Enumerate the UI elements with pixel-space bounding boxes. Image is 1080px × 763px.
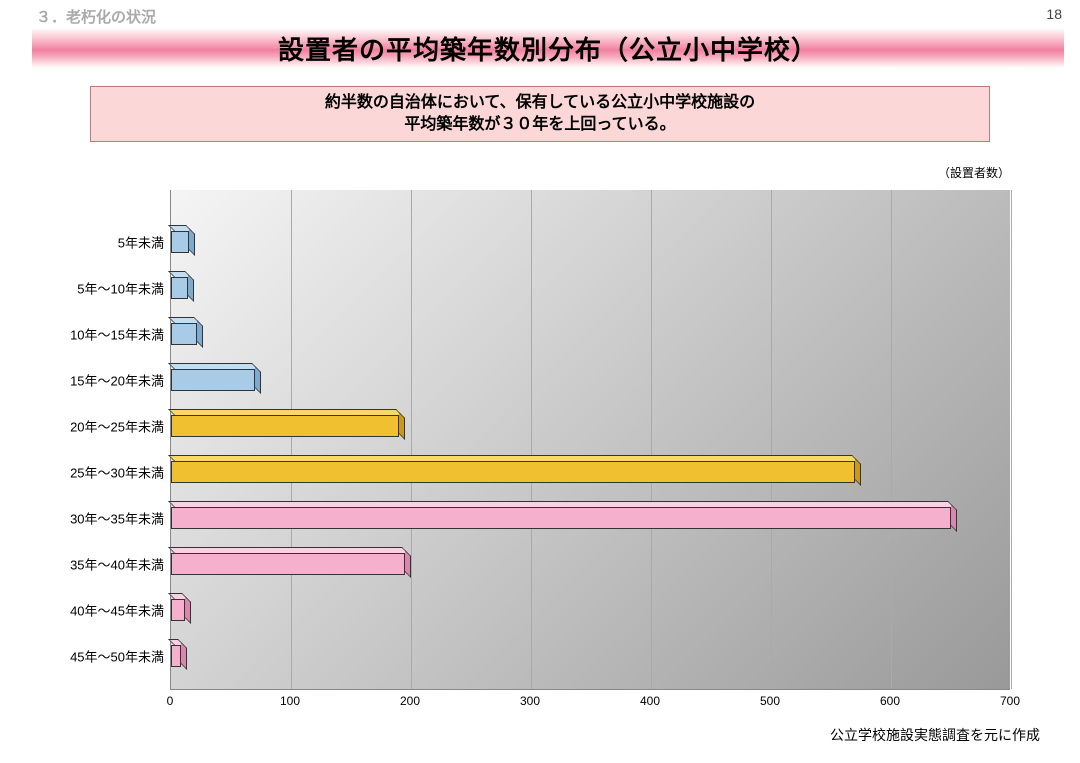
x-tick-label: 0 (167, 694, 174, 708)
bar-side (197, 320, 203, 348)
bar-side (185, 596, 191, 624)
x-tick-label: 500 (760, 694, 780, 708)
bar-front (171, 231, 189, 253)
category-label: 10年～15年未満 (70, 325, 164, 344)
bar-top (168, 363, 258, 369)
page-number: 18 (1046, 6, 1062, 22)
gridline (411, 190, 412, 689)
bar-top (168, 547, 408, 553)
gridline (891, 190, 892, 689)
bar-front (171, 553, 405, 575)
x-tick-label: 200 (400, 694, 420, 708)
bar-top (168, 317, 200, 323)
y-axis-unit-label: （設置者数） (938, 164, 1010, 181)
bar-front (171, 645, 181, 667)
x-tick-label: 100 (280, 694, 300, 708)
bar-front (171, 277, 188, 299)
bar-side (188, 274, 194, 302)
bar-side (855, 458, 861, 486)
bar-top (168, 409, 402, 415)
section-header: ３．老朽化の状況 (36, 6, 156, 27)
page-title: 設置者の平均築年数別分布（公立小中学校） (278, 30, 818, 67)
gridline (531, 190, 532, 689)
bar-top (168, 455, 858, 461)
bar-side (951, 504, 957, 532)
chart: 01002003004005006007005年未満5年～10年未満10年～15… (50, 190, 1040, 690)
bar-side (405, 550, 411, 578)
bar-front (171, 599, 185, 621)
gridline (291, 190, 292, 689)
category-label: 40年～45年未満 (70, 601, 164, 620)
gridline (1011, 190, 1012, 689)
bar-side (181, 642, 187, 670)
bar-side (399, 412, 405, 440)
category-label: 45年～50年未満 (70, 647, 164, 666)
bar-front (171, 369, 255, 391)
bar-front (171, 507, 951, 529)
bar-front (171, 415, 399, 437)
gridline (771, 190, 772, 689)
x-tick-label: 300 (520, 694, 540, 708)
bar-top (168, 501, 954, 507)
x-tick-label: 700 (1000, 694, 1020, 708)
bar-front (171, 323, 197, 345)
category-label: 35年～40年未満 (70, 555, 164, 574)
bar-side (255, 366, 261, 394)
subtitle-box: 約半数の自治体において、保有している公立小中学校施設の 平均築年数が３０年を上回… (90, 86, 990, 142)
title-band: 設置者の平均築年数別分布（公立小中学校） (32, 28, 1064, 68)
bar-front (171, 461, 855, 483)
category-label: 5年未満 (118, 233, 164, 252)
subtitle-line1: 約半数の自治体において、保有している公立小中学校施設の (325, 92, 755, 114)
category-label: 20年～25年未満 (70, 417, 164, 436)
bar-side (189, 228, 195, 256)
category-label: 30年～35年未満 (70, 509, 164, 528)
category-label: 15年～20年未満 (70, 371, 164, 390)
gridline (651, 190, 652, 689)
category-label: 5年～10年未満 (77, 279, 164, 298)
subtitle-line2: 平均築年数が３０年を上回っている。 (404, 114, 675, 136)
source-note: 公立学校施設実態調査を元に作成 (830, 725, 1040, 745)
plot-area (170, 190, 1010, 690)
x-tick-label: 400 (640, 694, 660, 708)
category-label: 25年～30年未満 (70, 463, 164, 482)
x-tick-label: 600 (880, 694, 900, 708)
